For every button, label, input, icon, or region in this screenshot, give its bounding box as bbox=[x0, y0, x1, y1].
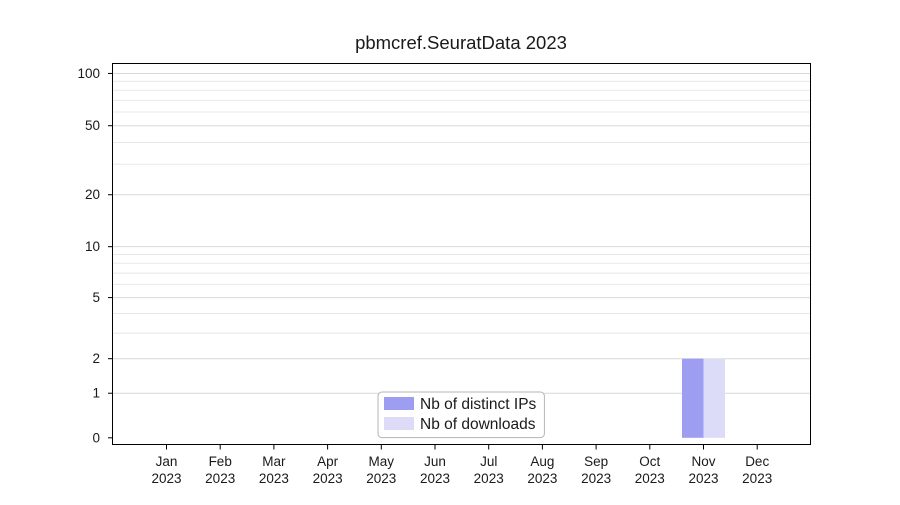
svg-text:2023: 2023 bbox=[635, 471, 665, 486]
svg-text:Feb: Feb bbox=[209, 454, 232, 469]
svg-text:Sep: Sep bbox=[584, 454, 608, 469]
svg-text:pbmcref.SeuratData 2023: pbmcref.SeuratData 2023 bbox=[355, 32, 567, 53]
svg-text:2023: 2023 bbox=[205, 471, 235, 486]
svg-text:0: 0 bbox=[92, 430, 100, 445]
svg-text:Jul: Jul bbox=[480, 454, 497, 469]
svg-text:5: 5 bbox=[92, 290, 100, 305]
svg-text:2: 2 bbox=[92, 351, 100, 366]
svg-text:2023: 2023 bbox=[366, 471, 396, 486]
svg-text:Mar: Mar bbox=[262, 454, 286, 469]
svg-text:2023: 2023 bbox=[420, 471, 450, 486]
svg-text:2023: 2023 bbox=[581, 471, 611, 486]
svg-text:2023: 2023 bbox=[259, 471, 289, 486]
svg-text:2023: 2023 bbox=[688, 471, 718, 486]
svg-text:Jan: Jan bbox=[156, 454, 178, 469]
svg-text:Aug: Aug bbox=[530, 454, 554, 469]
svg-text:Nb of distinct IPs: Nb of distinct IPs bbox=[420, 396, 537, 413]
svg-text:May: May bbox=[369, 454, 395, 469]
svg-text:10: 10 bbox=[85, 239, 100, 254]
svg-text:Apr: Apr bbox=[317, 454, 339, 469]
svg-text:Dec: Dec bbox=[745, 454, 769, 469]
svg-text:2023: 2023 bbox=[151, 471, 181, 486]
svg-text:2023: 2023 bbox=[742, 471, 772, 486]
svg-text:50: 50 bbox=[85, 118, 100, 133]
svg-text:2023: 2023 bbox=[527, 471, 557, 486]
svg-text:Nb of downloads: Nb of downloads bbox=[420, 416, 536, 433]
svg-text:2023: 2023 bbox=[474, 471, 504, 486]
svg-text:1: 1 bbox=[92, 386, 100, 401]
svg-text:Nov: Nov bbox=[691, 454, 715, 469]
svg-text:Oct: Oct bbox=[639, 454, 660, 469]
svg-text:2023: 2023 bbox=[313, 471, 343, 486]
svg-text:100: 100 bbox=[77, 66, 100, 81]
svg-text:Jun: Jun bbox=[424, 454, 446, 469]
svg-text:20: 20 bbox=[85, 187, 100, 202]
